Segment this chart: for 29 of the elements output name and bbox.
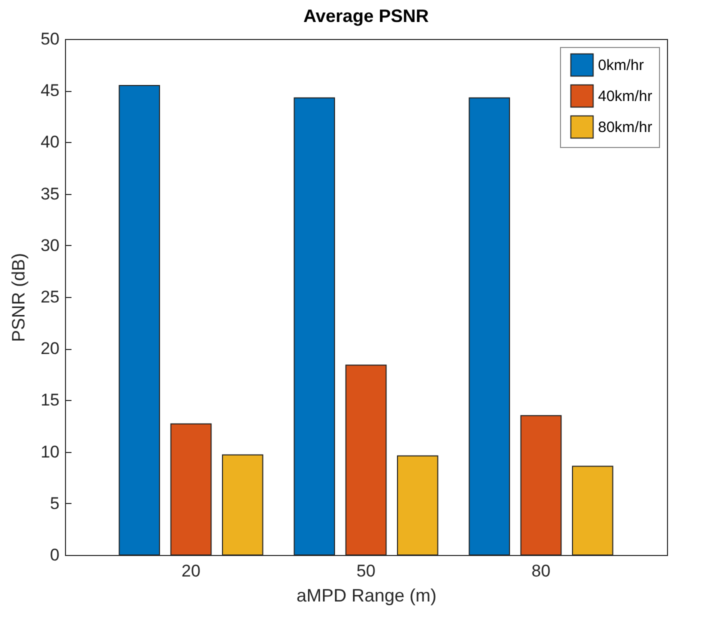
y-tick-label: 25 [40, 288, 60, 306]
y-tick-label: 30 [40, 236, 60, 255]
legend-label: 40km/hr [598, 88, 652, 105]
y-tick-label: 50 [40, 30, 60, 48]
y-tick-label: 0 [50, 546, 60, 564]
bar [468, 97, 510, 556]
y-tick-label: 15 [40, 390, 60, 410]
chart-title: Average PSNR [303, 6, 429, 26]
bar [294, 97, 336, 556]
bar [572, 466, 614, 556]
legend-label: 0km/hr [598, 57, 644, 74]
bar [396, 455, 438, 556]
x-axis-title: aMPD Range (m) [296, 586, 437, 606]
x-tick-label: 80 [532, 562, 550, 580]
bar [170, 423, 212, 556]
y-tick-label: 5 [50, 494, 60, 513]
x-tick-label: 20 [182, 562, 200, 580]
y-tick-label: 10 [40, 442, 60, 462]
y-axis-title: PSNR (dB) [8, 252, 29, 342]
bar [345, 364, 387, 556]
y-tick-label: 35 [40, 184, 60, 204]
y-tick-label: 20 [40, 339, 60, 358]
x-tick-label: 50 [356, 562, 376, 580]
legend-label: 80km/hr [598, 119, 652, 136]
y-tick-label: 45 [40, 81, 60, 100]
bar [118, 84, 160, 556]
y-tick-label: 40 [40, 132, 60, 152]
bar [520, 415, 562, 556]
bar [222, 454, 264, 556]
